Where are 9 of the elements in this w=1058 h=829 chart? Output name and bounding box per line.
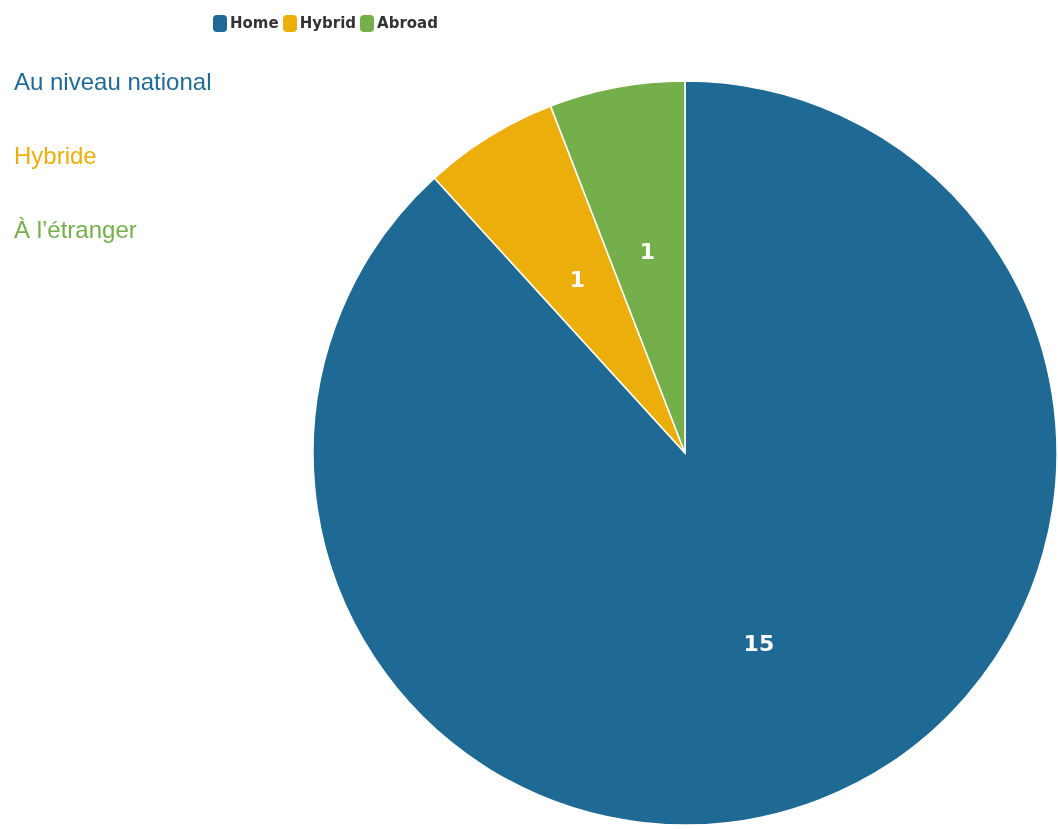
data-label: 1 bbox=[569, 266, 585, 292]
text: Hybride bbox=[14, 142, 97, 170]
data-label: 1 bbox=[639, 239, 656, 265]
data-label: 15 bbox=[743, 631, 775, 657]
text: À l’étranger bbox=[14, 216, 137, 244]
legend-label: Home bbox=[230, 14, 279, 32]
legend-label: Abroad bbox=[377, 14, 438, 32]
text: Au niveau national bbox=[14, 68, 212, 96]
legend-label: Hybrid bbox=[299, 14, 357, 32]
